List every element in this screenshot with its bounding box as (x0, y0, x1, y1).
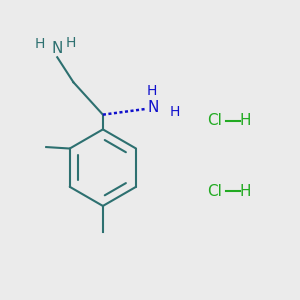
Text: Cl: Cl (207, 113, 222, 128)
Text: N: N (147, 100, 159, 115)
Text: H: H (170, 105, 180, 119)
Text: H: H (240, 184, 251, 199)
Text: H: H (146, 84, 157, 98)
Text: H: H (240, 113, 251, 128)
Text: Cl: Cl (207, 184, 222, 199)
Text: H: H (34, 37, 45, 51)
Text: N: N (52, 41, 63, 56)
Text: H: H (65, 35, 76, 50)
